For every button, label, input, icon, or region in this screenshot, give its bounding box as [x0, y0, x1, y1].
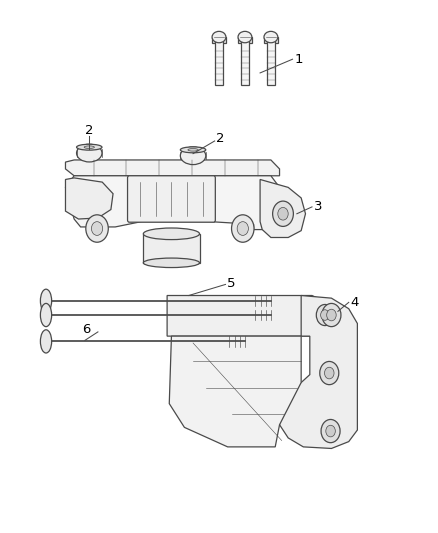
- Bar: [267, 37, 275, 85]
- Circle shape: [272, 201, 293, 227]
- Ellipse shape: [84, 146, 95, 149]
- Circle shape: [320, 361, 339, 385]
- Ellipse shape: [143, 228, 200, 240]
- Ellipse shape: [238, 31, 252, 43]
- Ellipse shape: [77, 144, 102, 150]
- Text: 2: 2: [85, 124, 94, 137]
- Ellipse shape: [188, 149, 198, 151]
- FancyBboxPatch shape: [127, 176, 215, 222]
- Polygon shape: [279, 295, 357, 448]
- Text: 3: 3: [314, 200, 323, 213]
- Circle shape: [237, 222, 248, 236]
- Ellipse shape: [40, 303, 52, 327]
- Polygon shape: [167, 295, 338, 336]
- Ellipse shape: [40, 289, 52, 312]
- Polygon shape: [66, 160, 279, 176]
- Circle shape: [232, 215, 254, 242]
- Ellipse shape: [264, 31, 278, 43]
- Bar: [215, 37, 223, 85]
- Ellipse shape: [180, 147, 206, 165]
- Circle shape: [92, 222, 102, 236]
- Circle shape: [86, 215, 108, 242]
- Ellipse shape: [77, 144, 102, 162]
- Bar: [143, 234, 200, 263]
- Circle shape: [322, 303, 341, 327]
- Bar: [212, 37, 226, 43]
- Circle shape: [278, 207, 288, 220]
- Bar: [264, 37, 278, 43]
- Circle shape: [321, 310, 329, 320]
- Text: 1: 1: [295, 53, 303, 66]
- Ellipse shape: [40, 330, 52, 353]
- Circle shape: [326, 425, 336, 437]
- Text: 2: 2: [216, 132, 225, 146]
- Text: 4: 4: [350, 296, 359, 309]
- Circle shape: [321, 419, 340, 443]
- Bar: [238, 37, 252, 43]
- Ellipse shape: [212, 31, 226, 43]
- Text: 5: 5: [227, 277, 235, 290]
- Polygon shape: [66, 178, 113, 219]
- Ellipse shape: [143, 258, 200, 268]
- Polygon shape: [66, 176, 279, 230]
- Bar: [241, 37, 249, 85]
- Ellipse shape: [180, 147, 206, 153]
- Circle shape: [316, 304, 334, 326]
- Circle shape: [327, 309, 336, 321]
- Text: 6: 6: [82, 324, 91, 336]
- Polygon shape: [260, 180, 305, 238]
- Circle shape: [325, 367, 334, 379]
- Polygon shape: [169, 336, 301, 447]
